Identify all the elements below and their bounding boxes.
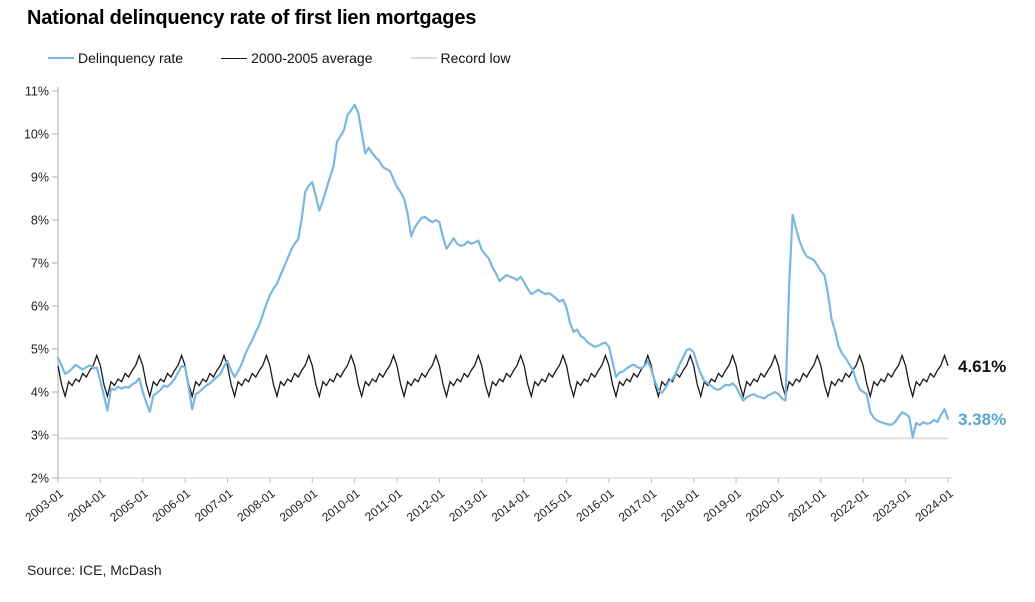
x-tick-label: 2017-01 — [616, 486, 660, 524]
y-tick-label: 8% — [31, 214, 49, 228]
x-tick-label: 2009-01 — [277, 486, 321, 524]
x-tick-label: 2022-01 — [828, 486, 872, 524]
legend-item-record-low: Record low — [410, 50, 511, 66]
legend-item-delinquency-rate: Delinquency rate — [48, 50, 183, 66]
legend-label: Delinquency rate — [78, 50, 184, 66]
x-tick-label: 2008-01 — [234, 486, 278, 524]
x-tick-label: 2019-01 — [701, 486, 745, 524]
y-tick-label: 3% — [31, 429, 49, 443]
x-tick-label: 2020-01 — [743, 486, 787, 524]
x-tick-label: 2018-01 — [658, 486, 702, 524]
y-tick-label: 9% — [31, 171, 49, 185]
y-tick-label: 11% — [25, 85, 49, 99]
x-tick-label: 2004-01 — [65, 486, 109, 524]
y-tick-label: 2% — [31, 472, 49, 486]
y-tick-label: 5% — [31, 343, 49, 357]
x-tick-label: 2005-01 — [107, 486, 151, 524]
x-tick-label: 2007-01 — [192, 486, 236, 524]
delinquency-line — [56, 103, 950, 439]
legend-label: Record low — [440, 50, 511, 66]
x-tick-label: 2003-01 — [23, 486, 67, 524]
x-tick-label: 2024-01 — [913, 486, 957, 524]
x-tick-label: 2015-01 — [531, 486, 575, 524]
record-low-swatch-icon — [410, 57, 437, 59]
x-tick-label: 2021-01 — [785, 486, 829, 524]
x-tick-label: 2010-01 — [319, 486, 363, 524]
y-tick-label: 10% — [24, 128, 49, 142]
average-end-value-label: 4.61% — [958, 357, 1007, 376]
legend-label: 2000-2005 average — [251, 50, 373, 66]
x-tick-label: 2012-01 — [404, 486, 448, 524]
average-line — [57, 353, 949, 399]
delinquency-line-swatch-icon — [48, 57, 74, 59]
average-line-swatch-icon — [221, 57, 248, 59]
y-tick-label: 4% — [31, 386, 49, 400]
page-title: National delinquency rate of first lien … — [27, 7, 477, 29]
x-tick-label: 2013-01 — [446, 486, 490, 524]
x-tick-label: 2011-01 — [362, 486, 405, 524]
x-tick-label: 2016-01 — [573, 486, 617, 524]
delinquency-end-value-label: 3.38% — [958, 410, 1007, 429]
legend-item-2000-2005-average: 2000-2005 average — [221, 50, 373, 66]
y-tick-label: 6% — [31, 300, 49, 314]
x-tick-label: 2023-01 — [870, 486, 914, 524]
y-tick-label: 7% — [31, 257, 49, 271]
source-note: Source: ICE, McDash — [27, 562, 162, 578]
x-tick-label: 2006-01 — [150, 486, 194, 524]
legend: Delinquency rate 2000-2005 average Recor… — [48, 50, 549, 66]
x-tick-label: 2014-01 — [489, 486, 533, 524]
